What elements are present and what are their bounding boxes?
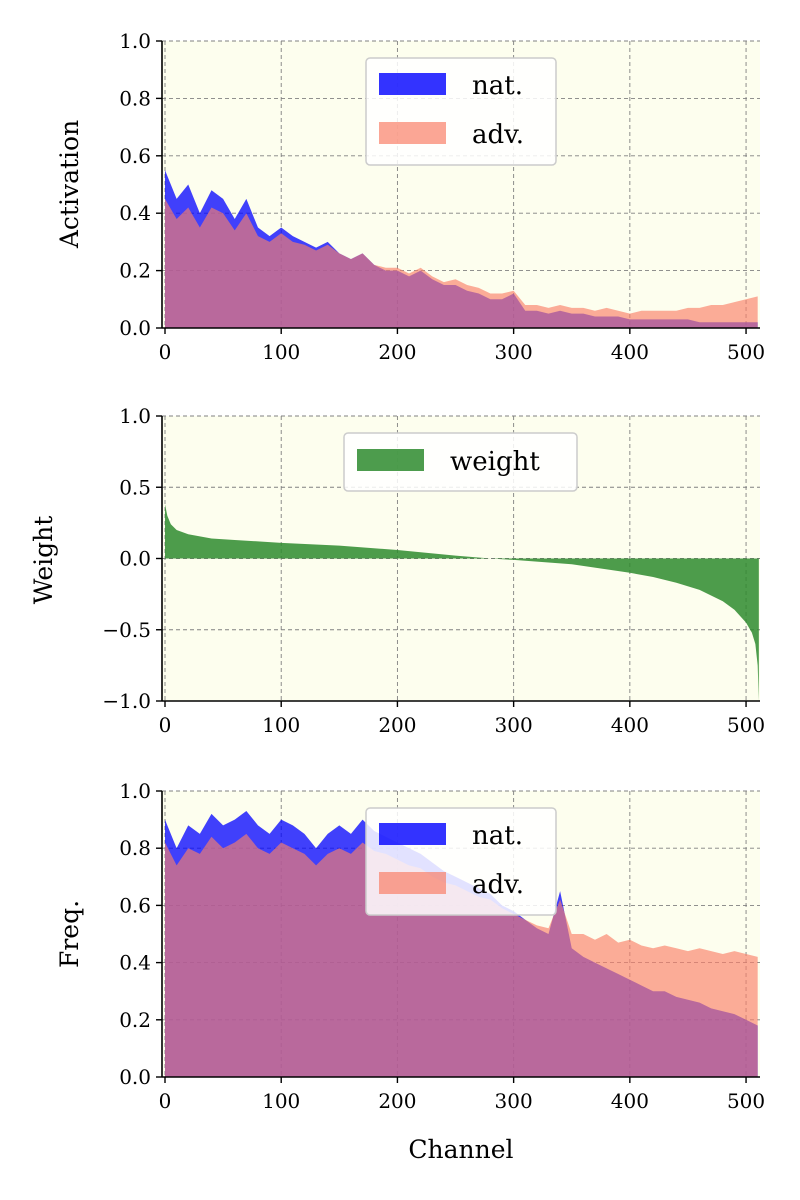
x-tick-label: 200 [378, 1089, 416, 1113]
legend: nat. adv. [365, 57, 557, 166]
ticks: −1.0 −0.5 0.0 0.5 1.0 0 100 200 300 400 500 [102, 404, 765, 737]
data-areas [165, 170, 758, 328]
x-tick-label: 100 [262, 713, 300, 737]
legend-swatch-nat [379, 73, 446, 95]
legend-swatch-adv [379, 872, 446, 894]
x-tick-label: 0 [159, 713, 172, 737]
weight-panel: −1.0 −0.5 0.0 0.5 1.0 0 100 200 300 400 500 Weight… [29, 404, 765, 737]
x-tick-label: 400 [611, 713, 649, 737]
y-axis-label: Weight [29, 516, 58, 605]
x-tick-label: 200 [378, 713, 416, 737]
legend-box [343, 432, 578, 492]
y-tick-label: 0.2 [119, 259, 151, 283]
y-axis-label: Freq. [55, 900, 84, 968]
legend: weight [343, 432, 578, 492]
x-tick-label: 200 [378, 340, 416, 364]
y-tick-label: 1.0 [119, 29, 151, 53]
x-tick-label: 0 [159, 340, 172, 364]
series-area-weight [165, 504, 759, 701]
y-tick-label: 1.0 [119, 779, 151, 803]
y-tick-label: −1.0 [102, 689, 151, 713]
legend-label-adv: adv. [472, 870, 524, 900]
y-tick-label: 0.6 [119, 144, 151, 168]
y-axis-label: Activation [55, 120, 84, 249]
y-tick-label: 1.0 [119, 404, 151, 428]
data-areas [165, 504, 759, 701]
legend: nat. adv. [365, 807, 557, 916]
series-area-adv [165, 833, 758, 1077]
y-tick-label: 0.8 [119, 86, 151, 110]
x-tick-label: 100 [262, 340, 300, 364]
y-tick-label: 0.6 [119, 893, 151, 917]
ticks: 0.0 0.2 0.4 0.6 0.8 1.0 0 100 200 300 400 500 [119, 29, 765, 364]
y-tick-label: 0.2 [119, 1008, 151, 1032]
y-tick-label: 0.0 [119, 316, 151, 340]
activation-panel: 0.0 0.2 0.4 0.6 0.8 1.0 0 100 200 300 400 500 Activ… [55, 29, 765, 364]
legend-label-nat: nat. [472, 821, 523, 851]
legend-label-weight: weight [450, 447, 540, 477]
data-areas [165, 811, 758, 1077]
x-tick-label: 400 [611, 1089, 649, 1113]
y-tick-label: 0.8 [119, 836, 151, 860]
y-tick-label: −0.5 [102, 618, 151, 642]
x-tick-label: 300 [495, 1089, 533, 1113]
x-tick-label: 500 [727, 1089, 765, 1113]
y-tick-label: 0.0 [119, 547, 151, 571]
legend-label-adv: adv. [472, 120, 524, 150]
x-tick-label: 400 [611, 340, 649, 364]
legend-swatch-adv [379, 122, 446, 144]
legend-label-nat: nat. [472, 71, 523, 101]
y-tick-label: 0.4 [119, 201, 151, 225]
legend-swatch-weight [357, 449, 424, 471]
legend-swatch-nat [379, 823, 446, 845]
y-tick-label: 0.0 [119, 1065, 151, 1089]
x-tick-label: 100 [262, 1089, 300, 1113]
x-tick-label: 300 [495, 340, 533, 364]
x-tick-label: 0 [159, 1089, 172, 1113]
frequency-panel: 0.0 0.2 0.4 0.6 0.8 1.0 0 100 200 300 400 500 Freq.… [55, 779, 765, 1164]
y-tick-label: 0.4 [119, 951, 151, 975]
y-tick-label: 0.5 [119, 475, 151, 499]
ticks: 0.0 0.2 0.4 0.6 0.8 1.0 0 100 200 300 400 500 [119, 779, 765, 1113]
x-tick-label: 500 [727, 713, 765, 737]
x-tick-label: 500 [727, 340, 765, 364]
x-axis-label: Channel [408, 1135, 513, 1164]
series-area-adv [165, 198, 758, 328]
x-tick-label: 300 [495, 713, 533, 737]
